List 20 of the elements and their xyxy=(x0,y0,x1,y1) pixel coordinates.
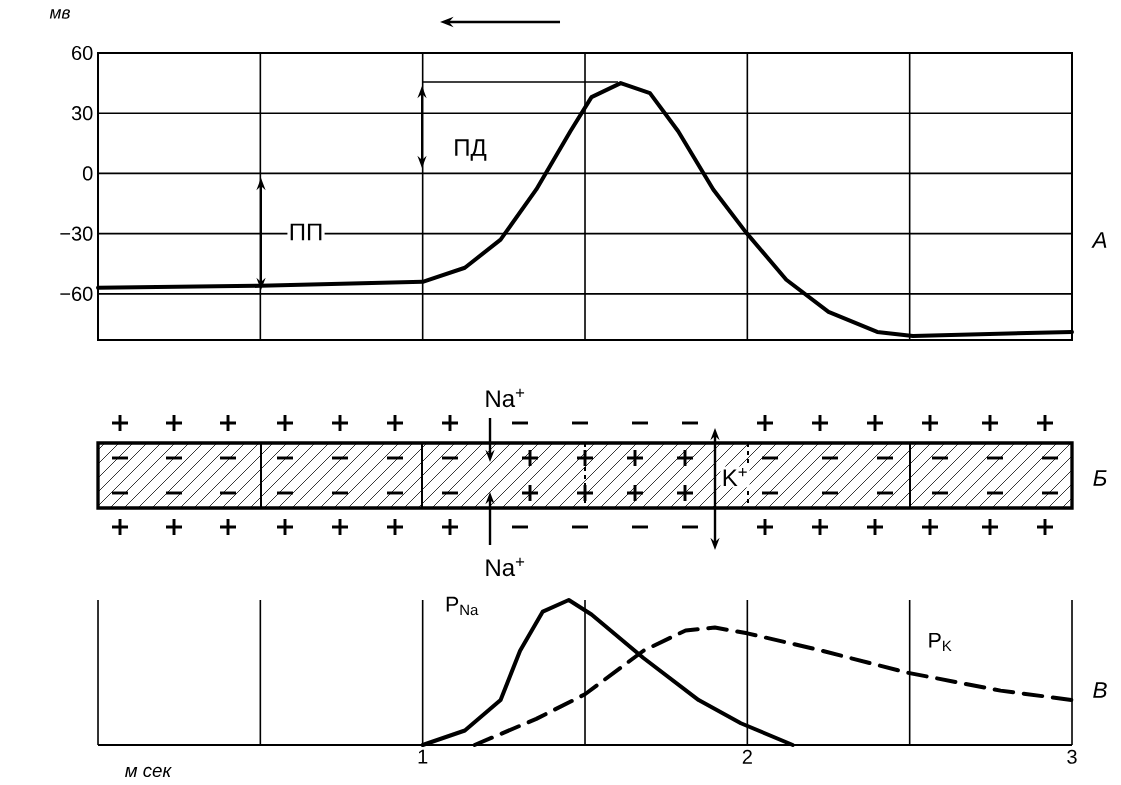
y-tick-label: −60 xyxy=(60,286,93,301)
text: В xyxy=(1093,682,1107,698)
text: Na$^{+}$ xyxy=(486,557,525,577)
text: P$_{Na}$ xyxy=(446,596,479,616)
text: Б xyxy=(1093,470,1107,486)
series-label: P$_{K}$ xyxy=(929,632,952,652)
y-tick-label: 0 xyxy=(82,166,93,181)
y-axis-title: мв xyxy=(49,9,70,19)
x-tick-label: 2 xyxy=(742,749,752,764)
y-tick-label: 30 xyxy=(71,106,93,121)
annotation: ПД xyxy=(455,139,487,161)
x-axis-title: м сек xyxy=(125,766,172,778)
text: K$^{+}$ xyxy=(723,467,747,487)
text: Na$^{+}$ xyxy=(486,388,525,408)
y-tick-label: −30 xyxy=(60,226,93,241)
text: А xyxy=(1091,232,1107,248)
annotation: ПП xyxy=(290,223,322,241)
x-tick-label: 1 xyxy=(418,749,428,764)
y-tick-label: 60 xyxy=(72,45,93,61)
x-tick-label: 3 xyxy=(1067,749,1077,764)
